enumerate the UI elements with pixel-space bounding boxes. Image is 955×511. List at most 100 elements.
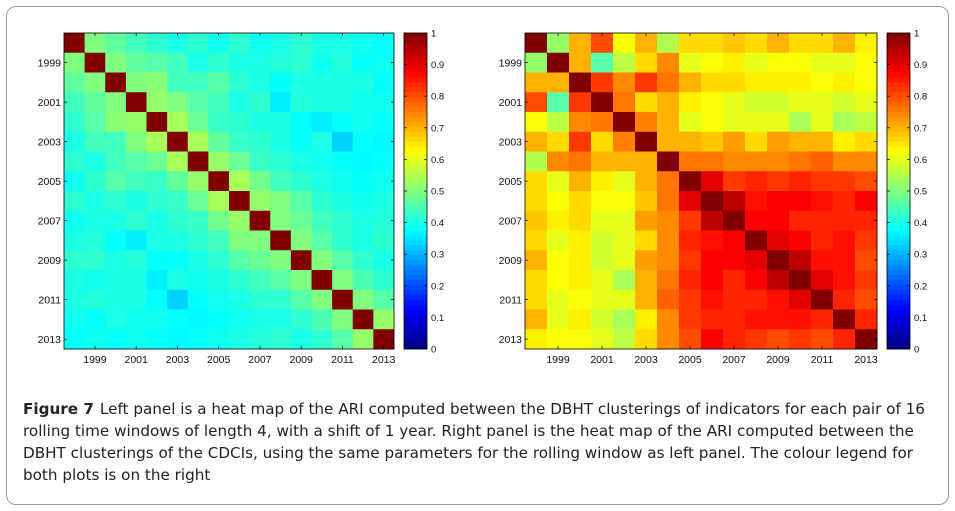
heatmap-cell: [701, 33, 724, 54]
heatmap-cell: [125, 250, 147, 271]
heatmap-cell: [679, 171, 702, 192]
heatmap-cell: [146, 309, 168, 330]
heatmap-cell: [249, 329, 271, 350]
heatmap-cell: [745, 250, 768, 271]
heatmap-cell: [249, 72, 271, 93]
heatmap-cell: [332, 72, 354, 93]
colorbar-tick-label: 0.9: [914, 60, 927, 71]
heatmap-cell: [613, 33, 636, 54]
heatmap-cell: [64, 151, 86, 172]
heatmap-cell: [270, 270, 292, 291]
heatmap-cell: [146, 210, 168, 231]
heatmap-cell: [352, 329, 374, 350]
colorbar-segment: [887, 200, 910, 207]
heatmap-cell: [679, 151, 702, 172]
heatmap-cell: [352, 230, 374, 251]
heatmap-cell: [125, 289, 147, 310]
heatmap-cell: [373, 191, 395, 212]
heatmap-cell: [679, 230, 702, 251]
colorbar-tick-label: 0.4: [914, 218, 927, 229]
heatmap-cell: [635, 230, 658, 251]
heatmap-cell: [701, 52, 724, 73]
heatmap-cell: [723, 191, 746, 212]
heatmap-cell: [270, 131, 292, 152]
y-tick-label: 2005: [499, 176, 523, 188]
heatmap-cell: [311, 309, 333, 330]
left-heatmap-panel: 1999 2001 2003 2005 2007 2009 2011 2013 1999 2001…: [38, 32, 396, 366]
colorbar-tick-label: 0.4: [431, 218, 444, 229]
heatmap-cell: [352, 112, 374, 133]
heatmap-cell: [679, 52, 702, 73]
colorbar-segment: [404, 324, 427, 330]
heatmap-cell: [332, 230, 354, 251]
heatmap-cell: [311, 210, 333, 231]
heatmap-cell: [84, 112, 106, 133]
heatmap-cell: [105, 151, 127, 172]
heatmap-cell: [84, 131, 106, 152]
colorbar-segment: [404, 141, 427, 147]
heatmap-cell: [146, 329, 168, 350]
y-tick-label: 2009: [38, 255, 62, 267]
heatmap-cell: [811, 250, 834, 271]
colorbar-segment: [404, 146, 427, 152]
heatmap-cell: [811, 92, 834, 113]
heatmap-cell: [723, 151, 746, 172]
heatmap-cell: [187, 92, 209, 113]
colorbar-segment: [887, 314, 910, 320]
colorbar-segment: [887, 166, 910, 172]
heatmap-cell: [789, 329, 812, 350]
heatmap-cell: [635, 131, 658, 152]
heatmap-cell: [591, 171, 614, 192]
colorbar-tick-label: 0.2: [431, 281, 444, 292]
colorbar-segment: [404, 92, 427, 98]
heatmap-cell: [569, 52, 592, 73]
heatmap-cell: [208, 92, 230, 113]
y-tick-label: 2005: [38, 176, 62, 188]
heatmap-cell: [569, 210, 592, 231]
colorbar-tick-label: 0.3: [431, 250, 444, 261]
colorbar-segment: [404, 289, 427, 296]
heatmap-cell: [745, 72, 768, 93]
heatmap-cell: [833, 191, 856, 212]
colorbar-segment: [887, 319, 910, 325]
heatmap-cell: [249, 33, 271, 54]
heatmap-cell: [249, 52, 271, 73]
heatmap-cell: [249, 191, 271, 212]
heatmap-cell: [657, 171, 680, 192]
heatmap-cell: [208, 52, 230, 73]
y-tick-label: 2007: [499, 216, 523, 228]
heatmap-cell: [723, 72, 746, 93]
colorbar-segment: [404, 294, 427, 301]
heatmap-cell: [789, 112, 812, 133]
heatmap-cell: [64, 72, 86, 93]
heatmap-cell: [855, 270, 878, 291]
x-tick-label: 2013: [854, 354, 878, 366]
colorbar-segment: [887, 112, 910, 118]
heatmap-cell: [833, 210, 856, 231]
heatmap-cell: [833, 230, 856, 251]
heatmap-cell: [833, 112, 856, 133]
heatmap-cell: [679, 270, 702, 291]
colorbar-segment: [887, 299, 910, 305]
plot-border: [524, 32, 878, 350]
heatmap-cell: [701, 250, 724, 271]
heatmap-cell: [84, 191, 106, 212]
heatmap-cell: [767, 151, 790, 172]
colorbar-segment: [404, 156, 427, 162]
heatmap-cell: [311, 171, 333, 192]
heatmap-cell: [657, 329, 680, 350]
heatmap-cell: [811, 289, 834, 310]
heatmap-cell: [352, 270, 374, 291]
heatmap-cell: [833, 92, 856, 113]
x-tick-label: 1999: [546, 354, 570, 366]
colorbar-segment: [887, 309, 910, 315]
heatmap-cell: [105, 131, 127, 152]
heatmap-cell: [373, 92, 395, 113]
heatmap-cell: [187, 289, 209, 310]
heatmap-cell: [657, 210, 680, 231]
heatmap-cell: [208, 72, 230, 93]
heatmap-cell: [105, 250, 127, 271]
heatmap-cell: [569, 171, 592, 192]
heatmap-cell: [373, 270, 395, 291]
heatmap-cell: [767, 270, 790, 291]
